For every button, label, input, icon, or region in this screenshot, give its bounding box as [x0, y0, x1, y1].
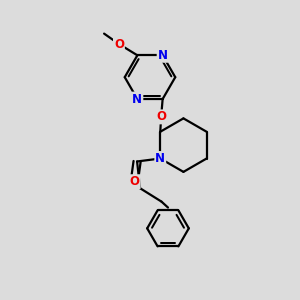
Text: N: N	[132, 93, 142, 106]
Text: O: O	[156, 110, 166, 123]
Text: O: O	[114, 38, 124, 50]
Text: N: N	[158, 49, 168, 62]
Text: N: N	[155, 152, 165, 165]
Text: O: O	[130, 175, 140, 188]
